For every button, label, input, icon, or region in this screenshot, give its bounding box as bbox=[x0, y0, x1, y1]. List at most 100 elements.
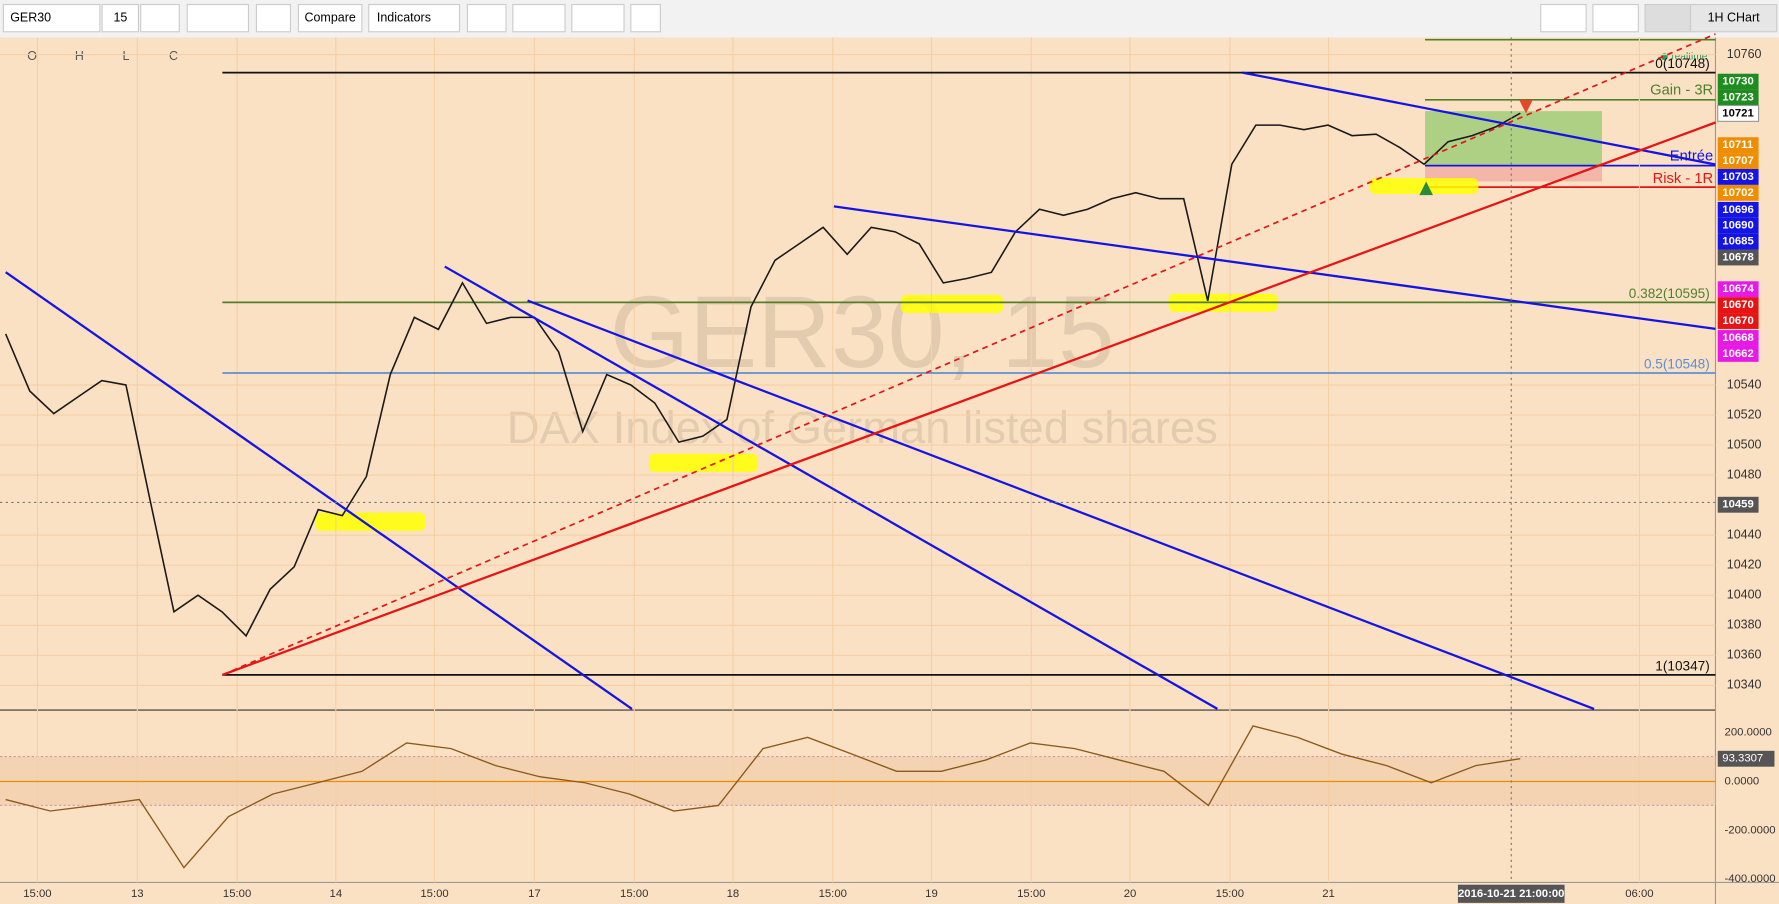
time-label: 15:00 bbox=[23, 888, 51, 900]
oscillator-tick-label: 200.0000 bbox=[1725, 727, 1772, 739]
time-current-box bbox=[1457, 884, 1565, 903]
support-line-dashed bbox=[222, 33, 1716, 676]
legend-o: O bbox=[27, 49, 37, 63]
price-label: 10662 bbox=[1722, 348, 1754, 360]
undo-redo[interactable] bbox=[571, 3, 625, 33]
interval-menu[interactable] bbox=[140, 3, 180, 33]
price-label: 10730 bbox=[1722, 76, 1754, 88]
price-line bbox=[4, 112, 1521, 638]
trendlines bbox=[5, 71, 1716, 710]
price-label: 10707 bbox=[1722, 155, 1754, 167]
symbol-box[interactable] bbox=[2, 3, 101, 33]
fib-label: 0(10748) bbox=[1655, 56, 1709, 71]
trendline bbox=[5, 271, 633, 710]
toolbar bbox=[0, 0, 1779, 38]
load-button[interactable] bbox=[1592, 3, 1639, 33]
price-label: 10670 bbox=[1722, 299, 1754, 311]
trendline bbox=[1242, 71, 1716, 166]
trendline bbox=[833, 205, 1716, 331]
price-label-box bbox=[1717, 201, 1759, 218]
price-tick-label: 10380 bbox=[1727, 618, 1762, 632]
price-label-box bbox=[1717, 496, 1759, 513]
trendline bbox=[527, 299, 1595, 710]
time-label: 21 bbox=[1322, 888, 1335, 900]
price-tick-label: 10500 bbox=[1727, 437, 1762, 451]
time-label: 15:00 bbox=[223, 888, 251, 900]
price-label-box bbox=[1717, 217, 1759, 234]
price-label: 10674 bbox=[1722, 283, 1754, 295]
layout-button[interactable] bbox=[1540, 3, 1587, 33]
compare-label: Compare bbox=[305, 10, 356, 24]
time-label: 06:00 bbox=[1625, 888, 1653, 900]
watermark-description: DAX Index of German listed shares bbox=[507, 402, 1218, 453]
highlight bbox=[315, 512, 426, 531]
time-label: 17 bbox=[528, 888, 541, 900]
time-label: 14 bbox=[330, 888, 343, 900]
time-current: 2016-10-21 21:00:00 bbox=[1458, 888, 1564, 900]
chart-style-button[interactable] bbox=[186, 3, 250, 33]
legend-c: C bbox=[169, 49, 178, 63]
compare-button[interactable] bbox=[297, 3, 363, 33]
time-label: 18 bbox=[727, 888, 740, 900]
price-label: 10711 bbox=[1722, 139, 1753, 151]
price-tick-label: 10340 bbox=[1727, 678, 1762, 692]
price-label-box bbox=[1717, 281, 1759, 298]
time-label: 15:00 bbox=[819, 888, 847, 900]
settings-button[interactable] bbox=[255, 3, 292, 33]
price-label-box bbox=[1717, 313, 1759, 329]
ideas-button[interactable] bbox=[512, 3, 566, 33]
time-label: 20 bbox=[1124, 888, 1137, 900]
fib-label: 1(10347) bbox=[1655, 659, 1709, 674]
symbol: GER30 bbox=[10, 10, 51, 24]
price-label-box bbox=[1717, 89, 1759, 106]
indicators-button[interactable] bbox=[368, 3, 461, 33]
price-label: 10702 bbox=[1722, 187, 1754, 199]
chart-name-box[interactable] bbox=[1689, 3, 1778, 33]
price-label: 10703 bbox=[1722, 171, 1754, 183]
highlight bbox=[900, 294, 1003, 314]
trendline bbox=[444, 265, 1218, 710]
price-label-box bbox=[1717, 169, 1759, 185]
price-tick-label: 10440 bbox=[1727, 527, 1762, 541]
fib-label: 0.5(10548) bbox=[1644, 357, 1710, 372]
oscillator-tick-label: -200.0000 bbox=[1725, 824, 1776, 836]
price-label: 10670 bbox=[1722, 315, 1754, 327]
interval: 15 bbox=[113, 10, 127, 24]
price-label: 10690 bbox=[1722, 220, 1754, 232]
price-label: 10696 bbox=[1722, 204, 1754, 216]
price-label-box bbox=[1717, 104, 1760, 122]
price-label-box bbox=[1717, 249, 1759, 266]
realtime: realtime bbox=[1671, 51, 1708, 62]
oscillator-current: 93.3307 bbox=[1722, 753, 1763, 765]
target-zone bbox=[1425, 111, 1603, 166]
save-button[interactable] bbox=[1644, 3, 1692, 33]
price-label-box bbox=[1717, 233, 1759, 250]
price-label-box bbox=[1717, 73, 1759, 90]
time-label: 13 bbox=[131, 888, 144, 900]
risk-label: Risk - 1R bbox=[1653, 171, 1714, 187]
buy-arrow bbox=[1419, 181, 1433, 196]
oscillator-tick-label: -400.0000 bbox=[1725, 873, 1776, 885]
gain-label: Gain - 3R bbox=[1650, 83, 1713, 99]
chart-name: 1H CHart bbox=[1708, 10, 1761, 24]
price-label-box bbox=[1717, 297, 1759, 314]
price-label-box bbox=[1717, 137, 1759, 154]
price-tick-label: 10760 bbox=[1727, 47, 1762, 61]
interval-box[interactable] bbox=[101, 3, 139, 33]
time-label: 15:00 bbox=[420, 888, 448, 900]
price-label: 10459 bbox=[1722, 499, 1754, 511]
support-line bbox=[221, 121, 1716, 676]
price-tick-label: 10540 bbox=[1727, 377, 1762, 391]
legend-l: L bbox=[123, 49, 130, 63]
price-label-box bbox=[1717, 184, 1759, 201]
price-label-box bbox=[1717, 345, 1759, 362]
fullscreen-button[interactable] bbox=[630, 3, 661, 33]
alert-button[interactable] bbox=[466, 3, 507, 33]
price-tick-label: 10420 bbox=[1727, 558, 1762, 572]
price-label: 10668 bbox=[1722, 332, 1754, 344]
time-label: 15:00 bbox=[1017, 888, 1045, 900]
oscillator-current-box bbox=[1717, 750, 1775, 767]
entry-label: Entrée bbox=[1670, 148, 1713, 164]
